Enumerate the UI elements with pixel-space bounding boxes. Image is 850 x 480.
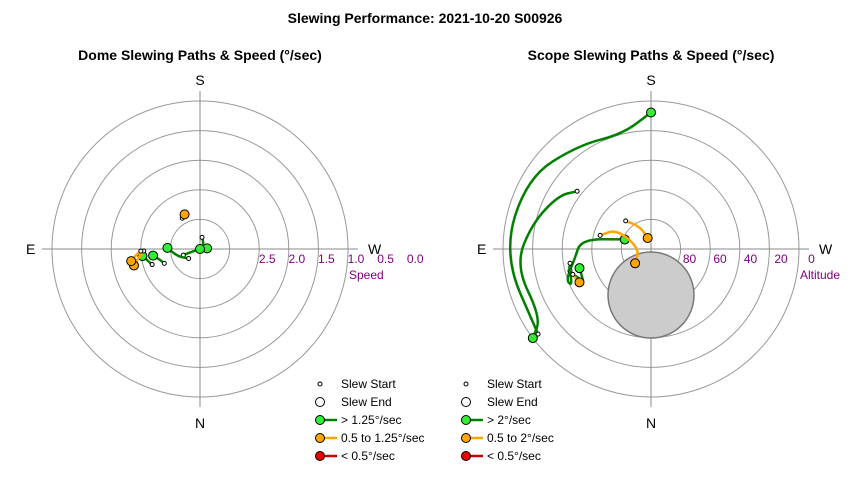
- radial-tick-label: 20: [774, 252, 788, 266]
- direction-label-left: E: [26, 241, 35, 257]
- radial-tick-label: 40: [744, 252, 758, 266]
- direction-label-top: S: [646, 72, 655, 88]
- legend-dot-slow: [315, 451, 325, 461]
- radial-tick-label: 0.0: [407, 252, 424, 266]
- radial-axis-label: Speed: [349, 268, 384, 282]
- legend-end-marker: [315, 397, 325, 407]
- legend-label-slow: < 0.5°/sec: [341, 449, 395, 463]
- legend-start-marker: [317, 381, 323, 387]
- slew-path: [519, 190, 578, 339]
- slew-end-marker: [630, 258, 641, 269]
- slew-start-marker: [570, 271, 576, 277]
- slew-end-marker: [527, 333, 538, 344]
- slew-start-marker: [574, 188, 580, 194]
- slew-start-marker: [597, 232, 603, 238]
- radial-tick-label: 0: [808, 252, 815, 266]
- slew-path: [566, 238, 625, 285]
- legend-dot-medium: [315, 433, 325, 443]
- legend-label-start: Slew Start: [487, 377, 542, 391]
- legend-label-end: Slew End: [487, 395, 538, 409]
- legend-start-marker: [463, 381, 469, 387]
- radial-axis-label: Altitude: [800, 268, 840, 282]
- panel-title: Scope Slewing Paths & Speed (°/sec): [528, 47, 775, 63]
- radial-tick-label: 60: [713, 252, 727, 266]
- legend-dot-fast: [461, 415, 471, 425]
- slew-start-marker: [161, 260, 167, 266]
- polar-panel-dome: [42, 91, 358, 461]
- direction-label-right: W: [368, 241, 382, 257]
- moon-exclusion-zone: [607, 251, 695, 339]
- legend-label-fast: > 1.25°/sec: [341, 413, 402, 427]
- direction-label-right: W: [819, 241, 833, 257]
- slew-start-marker: [186, 256, 192, 262]
- polar-panel-scope: [461, 91, 809, 461]
- direction-label-top: S: [195, 72, 204, 88]
- legend-label-slow: < 0.5°/sec: [487, 449, 541, 463]
- legend-label-start: Slew Start: [341, 377, 396, 391]
- slew-start-marker: [535, 331, 541, 337]
- slew-end-marker: [574, 263, 585, 274]
- slew-start-marker: [199, 234, 205, 240]
- legend-dot-slow: [461, 451, 471, 461]
- slew-end-marker: [642, 232, 653, 243]
- slew-start-marker: [623, 218, 629, 224]
- direction-label-bottom: N: [195, 415, 205, 431]
- legend-label-medium: 0.5 to 2°/sec: [487, 431, 554, 445]
- radial-tick-label: 2.5: [259, 252, 276, 266]
- direction-label-bottom: N: [646, 415, 656, 431]
- legend-dot-medium: [461, 433, 471, 443]
- slew-start-marker: [149, 262, 155, 268]
- slew-end-marker: [126, 256, 137, 267]
- radial-tick-label: 0.5: [377, 252, 394, 266]
- panel-title: Dome Slewing Paths & Speed (°/sec): [78, 47, 322, 63]
- slew-end-marker: [179, 209, 190, 220]
- slew-end-marker: [574, 277, 585, 288]
- legend-label-end: Slew End: [341, 395, 392, 409]
- slew-path: [508, 111, 652, 335]
- slew-end-marker: [162, 242, 173, 253]
- slew-end-marker: [646, 107, 656, 118]
- slew-end-marker: [195, 244, 205, 254]
- legend-dot-fast: [315, 415, 325, 425]
- radial-tick-label: 1.0: [348, 252, 365, 266]
- legend-label-fast: > 2°/sec: [487, 413, 531, 427]
- direction-label-left: E: [477, 241, 486, 257]
- slew-start-marker: [567, 260, 573, 266]
- legend-label-medium: 0.5 to 1.25°/sec: [341, 431, 425, 445]
- chart-title: Slewing Performance: 2021-10-20 S00926: [288, 10, 563, 26]
- slew-end-marker: [148, 250, 159, 261]
- radial-tick-label: 2.0: [288, 252, 305, 266]
- radial-tick-label: 80: [683, 252, 697, 266]
- slew-start-marker: [138, 248, 144, 254]
- radial-tick-label: 1.5: [318, 252, 335, 266]
- legend-end-marker: [461, 397, 471, 407]
